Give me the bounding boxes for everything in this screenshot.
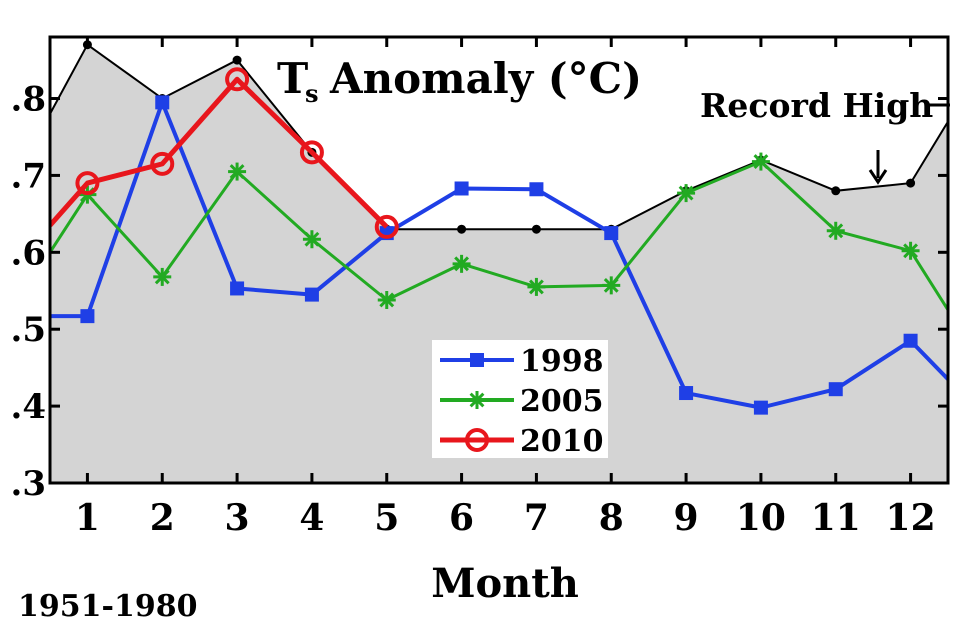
data-point-2005 xyxy=(153,267,172,286)
data-point-2010 xyxy=(299,140,324,165)
record-high-point xyxy=(831,186,841,196)
data-point-1998 xyxy=(230,281,245,296)
legend-label-2005: 2005 xyxy=(520,384,604,419)
data-point-2005 xyxy=(302,230,321,249)
x-tick-label: 3 xyxy=(225,497,250,539)
title-symbol: T xyxy=(277,54,308,103)
series-line-2005 xyxy=(50,160,948,311)
record-high-label: Record High xyxy=(700,86,933,125)
x-tick-label: 10 xyxy=(736,497,786,539)
y-tick-label: .3 xyxy=(11,464,47,504)
y-tick-label: .4 xyxy=(11,387,47,427)
y-tick-label: .8 xyxy=(11,80,47,120)
data-point-1998 xyxy=(155,95,170,110)
data-point-1998 xyxy=(529,182,544,197)
y-tick-label: .7 xyxy=(11,156,47,196)
legend: 1998 2005 2010 xyxy=(432,340,608,459)
data-point-2005 xyxy=(751,152,770,171)
y-tick-label: .5 xyxy=(11,310,47,350)
data-point-2010 xyxy=(374,214,399,239)
data-point-1998 xyxy=(304,287,319,302)
x-tick-label: 9 xyxy=(674,497,699,539)
x-tick-label: 4 xyxy=(299,497,324,539)
data-point-1998 xyxy=(903,333,918,348)
data-point-2005 xyxy=(452,254,471,273)
x-axis-label: Month xyxy=(431,560,579,607)
record-high-line xyxy=(50,43,948,231)
data-point-1998 xyxy=(753,400,768,415)
chart-figure: .3.4.5.6.7.8 1 2 3 4 5 6 7 8 9 10 11 12 T s Anomaly… xyxy=(11,35,950,607)
data-point-2010 xyxy=(225,67,250,92)
data-point-1998 xyxy=(604,226,619,241)
record-high-annotation: Record High xyxy=(700,86,950,185)
data-point-1998 xyxy=(828,382,843,397)
data-point-2005 xyxy=(826,221,845,240)
record-high-arrow-head xyxy=(868,169,888,185)
series-lines xyxy=(50,67,948,415)
record-high-point xyxy=(531,224,541,234)
plot-border xyxy=(48,35,950,485)
legend-label-1998: 1998 xyxy=(520,344,604,379)
x-tick-label: 2 xyxy=(150,497,175,539)
record-high-point xyxy=(906,178,916,188)
legend-marker-1998 xyxy=(470,353,484,367)
data-point-2010 xyxy=(150,151,175,176)
x-tick-label: 1 xyxy=(75,497,100,539)
chart-title: T s Anomaly (°C) xyxy=(277,54,642,108)
plot-frame xyxy=(48,35,950,485)
record-high-point xyxy=(232,55,242,65)
data-point-2010 xyxy=(75,171,100,196)
data-point-2005 xyxy=(228,162,247,181)
x-tick-label: 12 xyxy=(886,497,936,539)
baseline-period-note: 1951-1980 xyxy=(18,589,198,624)
y-tick-label: .6 xyxy=(11,233,47,273)
x-tick-label: 7 xyxy=(524,497,549,539)
data-point-2005 xyxy=(677,184,696,203)
x-tick-label: 5 xyxy=(374,497,399,539)
data-point-2005 xyxy=(901,241,920,260)
record-high-area xyxy=(50,44,948,483)
data-point-2005 xyxy=(527,277,546,296)
data-point-1998 xyxy=(454,181,469,196)
data-point-2005 xyxy=(602,276,621,295)
title-subscript: s xyxy=(305,79,319,108)
legend-marker-2005 xyxy=(468,391,486,409)
record-high-point xyxy=(457,224,467,234)
data-point-2005 xyxy=(377,290,396,309)
series-line-1998 xyxy=(50,100,948,410)
x-axis-ticks: 1 2 3 4 5 6 7 8 9 10 11 12 xyxy=(75,37,936,539)
y-axis-ticks: .3 .4 .5 .6 .7 .8 xyxy=(11,80,948,504)
title-text: Anomaly (°C) xyxy=(329,54,642,103)
data-point-1998 xyxy=(80,309,95,324)
legend-marker-2010 xyxy=(465,428,489,452)
data-point-1998 xyxy=(679,386,694,401)
x-tick-label: 8 xyxy=(599,497,624,539)
x-tick-label: 6 xyxy=(449,497,474,539)
x-tick-label: 11 xyxy=(811,497,861,539)
legend-label-2010: 2010 xyxy=(520,424,604,459)
